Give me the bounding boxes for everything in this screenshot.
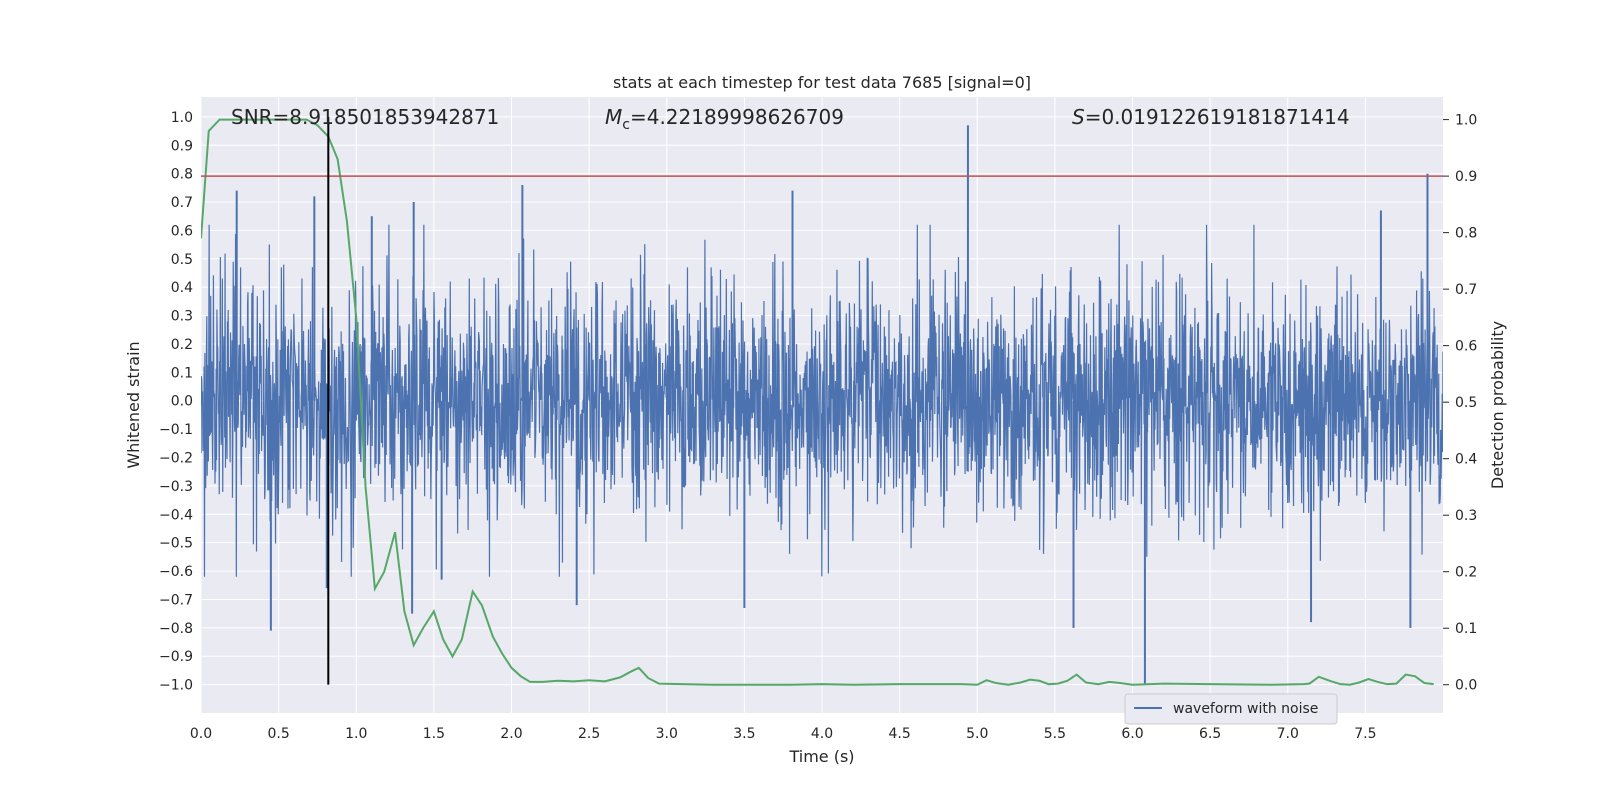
y-tick-label: −1.0 <box>159 678 193 694</box>
y2-tick-label: 0.4 <box>1455 452 1477 468</box>
chirp-mass-value: =4.22189998626709 <box>630 105 844 129</box>
y-tick-label: 0.9 <box>171 138 193 154</box>
x-tick-label: 1.5 <box>423 726 445 742</box>
x-tick-label: 5.0 <box>966 726 988 742</box>
y2-tick-label: 1.0 <box>1455 113 1477 129</box>
legend-box <box>1124 693 1338 725</box>
y-tick-label: 0.3 <box>171 309 193 325</box>
s-symbol: S <box>1072 105 1085 129</box>
chart-title: stats at each timestep for test data 768… <box>613 73 1031 92</box>
y-axis-ticks: 1.0 0.9 0.8 0.7 0.6 0.5 0.4 0.3 0.2 0.1 0.0 −0.1 −0.… <box>159 110 193 694</box>
y-tick-label: −0.2 <box>159 451 193 467</box>
y-tick-label: −0.1 <box>159 422 193 438</box>
y2-tick-label: 0.1 <box>1455 621 1477 637</box>
x-axis-label: Time (s) <box>788 747 854 766</box>
y-tick-label: 0.6 <box>171 223 193 239</box>
plot-area <box>201 116 1443 686</box>
x-tick-label: 7.0 <box>1277 726 1299 742</box>
y-tick-label: −0.4 <box>159 507 193 523</box>
x-tick-label: 1.0 <box>345 726 367 742</box>
x-tick-label: 6.5 <box>1199 726 1221 742</box>
x-tick-label: 3.5 <box>733 726 755 742</box>
chirp-mass-annotation: Mc=4.22189998626709 <box>605 105 844 133</box>
y-tick-label: 0.0 <box>171 394 193 410</box>
y2-tick-label: 0.0 <box>1455 678 1477 694</box>
y-tick-label: 0.2 <box>171 337 193 353</box>
x-tick-label: 7.5 <box>1354 726 1376 742</box>
y-tick-label: −0.3 <box>159 479 193 495</box>
y-tick-label: −0.9 <box>159 649 193 665</box>
legend-label-waveform: waveform with noise <box>1173 701 1318 717</box>
x-tick-label: 6.0 <box>1121 726 1143 742</box>
detection-probability-series <box>201 118 1434 686</box>
waveform-series <box>201 125 1443 685</box>
y-tick-label: 1.0 <box>171 110 193 126</box>
x-tick-label: 5.5 <box>1044 726 1066 742</box>
y2-axis-ticks: 1.0 0.9 0.8 0.7 0.6 0.5 0.4 0.3 0.2 0.1 0.0 <box>1443 113 1477 694</box>
reference-lines <box>201 116 1443 685</box>
y2-tick-label: 0.5 <box>1455 395 1477 411</box>
y-tick-label: −0.6 <box>159 564 193 580</box>
waveform-line <box>201 224 1443 577</box>
x-tick-label: 3.0 <box>656 726 678 742</box>
x-axis-ticks: 0.0 0.5 1.0 1.5 2.0 2.5 3.0 3.5 4.0 4.5 5.0 5.5 6.0 6… <box>190 726 1377 742</box>
x-tick-label: 4.0 <box>811 726 833 742</box>
y-tick-label: −0.8 <box>159 621 193 637</box>
y-tick-label: 0.8 <box>171 167 193 183</box>
y-tick-label: −0.7 <box>159 592 193 608</box>
y2-axis-label: Detection probability <box>1488 321 1507 489</box>
detection-probability-line <box>201 118 1434 686</box>
y-tick-label: −0.5 <box>159 536 193 552</box>
y2-tick-label: 0.6 <box>1455 339 1477 355</box>
legend: waveform with noise <box>1124 693 1338 725</box>
y-tick-label: 0.7 <box>171 195 193 211</box>
x-tick-label: 0.0 <box>190 726 212 742</box>
y2-tick-label: 0.8 <box>1455 226 1477 242</box>
s-annotation: S=0.019122619181871414 <box>1072 105 1350 129</box>
y-tick-label: 0.4 <box>171 280 193 296</box>
chirp-mass-symbol: M <box>605 105 622 129</box>
x-tick-label: 2.0 <box>500 726 522 742</box>
x-tick-label: 2.5 <box>578 726 600 742</box>
chirp-mass-subscript: c <box>622 117 630 133</box>
y-axis-label: Whitened strain <box>124 341 143 468</box>
y2-tick-label: 0.9 <box>1455 169 1477 185</box>
y2-tick-label: 0.7 <box>1455 282 1477 298</box>
x-tick-label: 4.5 <box>888 726 910 742</box>
y-tick-label: 0.1 <box>171 365 193 381</box>
s-value: =0.019122619181871414 <box>1085 105 1350 129</box>
y-tick-label: 0.5 <box>171 252 193 268</box>
y2-tick-label: 0.2 <box>1455 565 1477 581</box>
x-tick-label: 0.5 <box>267 726 289 742</box>
snr-annotation: SNR=8.918501853942871 <box>231 105 499 129</box>
y2-tick-label: 0.3 <box>1455 508 1477 524</box>
